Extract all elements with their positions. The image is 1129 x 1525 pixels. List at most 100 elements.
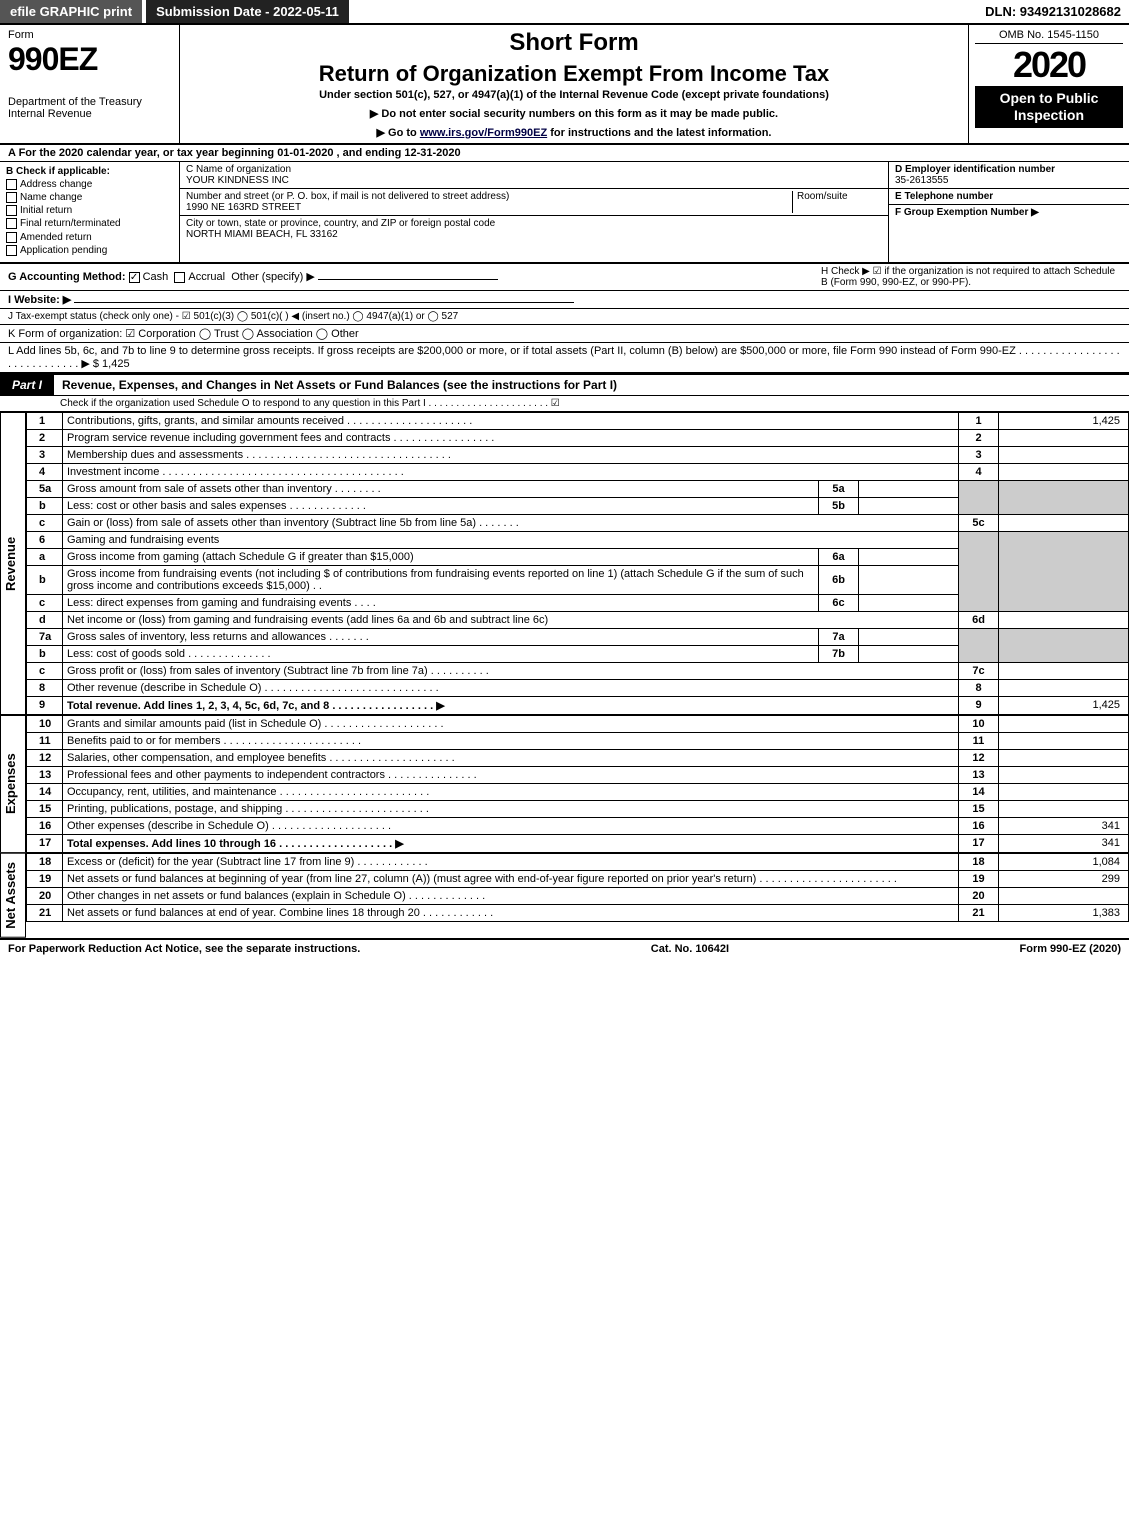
- line-10: 10Grants and similar amounts paid (list …: [27, 715, 1129, 732]
- efile-print-button[interactable]: efile GRAPHIC print: [0, 0, 142, 23]
- revenue-side-label: Revenue: [0, 412, 26, 715]
- org-name-label: C Name of organization: [186, 164, 882, 175]
- phone-label: E Telephone number: [895, 191, 1123, 202]
- line-21: 21Net assets or fund balances at end of …: [27, 904, 1129, 921]
- line-3: 3Membership dues and assessments . . . .…: [27, 446, 1129, 463]
- part-1-check-schedule-o: Check if the organization used Schedule …: [0, 396, 1129, 412]
- org-name-block: C Name of organization YOUR KINDNESS INC: [180, 162, 888, 189]
- line-5a: 5aGross amount from sale of assets other…: [27, 480, 1129, 497]
- g-other: Other (specify) ▶: [231, 271, 315, 283]
- net-assets-table: 18Excess or (deficit) for the year (Subt…: [26, 853, 1129, 922]
- street-block: Number and street (or P. O. box, if mail…: [180, 189, 888, 216]
- dln-label: DLN: 93492131028682: [985, 4, 1129, 19]
- part-1-header: Part I Revenue, Expenses, and Changes in…: [0, 373, 1129, 396]
- header-center: Short Form Return of Organization Exempt…: [180, 25, 969, 143]
- street-value: 1990 NE 163RD STREET: [186, 202, 792, 213]
- expenses-table: 10Grants and similar amounts paid (list …: [26, 715, 1129, 853]
- submission-date-button[interactable]: Submission Date - 2022-05-11: [146, 0, 349, 23]
- line-13: 13Professional fees and other payments t…: [27, 766, 1129, 783]
- line-7c: cGross profit or (loss) from sales of in…: [27, 662, 1129, 679]
- ein-label: D Employer identification number: [895, 164, 1123, 175]
- chk-accrual[interactable]: [174, 272, 185, 283]
- instr-pre: ▶ Go to: [377, 127, 420, 139]
- line-8: 8Other revenue (describe in Schedule O) …: [27, 679, 1129, 696]
- col-d-right: D Employer identification number 35-2613…: [889, 162, 1129, 262]
- net-assets-side-label: Net Assets: [0, 853, 26, 938]
- line-l-gross-receipts: L Add lines 5b, 6c, and 7b to line 9 to …: [0, 343, 1129, 373]
- instr-post: for instructions and the latest informat…: [550, 127, 771, 139]
- line-6d: dNet income or (loss) from gaming and fu…: [27, 611, 1129, 628]
- org-name: YOUR KINDNESS INC: [186, 175, 882, 186]
- street-label: Number and street (or P. O. box, if mail…: [186, 191, 792, 202]
- footer-left: For Paperwork Reduction Act Notice, see …: [8, 943, 360, 955]
- line-4: 4Investment income . . . . . . . . . . .…: [27, 463, 1129, 480]
- chk-amended-return[interactable]: Amended return: [6, 232, 173, 243]
- col-b-title: B Check if applicable:: [6, 166, 173, 177]
- row-a-tax-year: A For the 2020 calendar year, or tax yea…: [0, 145, 1129, 162]
- chk-final-return[interactable]: Final return/terminated: [6, 218, 173, 229]
- line-12: 12Salaries, other compensation, and empl…: [27, 749, 1129, 766]
- footer-right: Form 990-EZ (2020): [1020, 943, 1121, 955]
- chk-name-change[interactable]: Name change: [6, 192, 173, 203]
- g-cash: Cash: [143, 271, 169, 283]
- irs-link[interactable]: www.irs.gov/Form990EZ: [420, 127, 547, 139]
- expenses-side-label: Expenses: [0, 715, 26, 853]
- line-11: 11Benefits paid to or for members . . . …: [27, 732, 1129, 749]
- dept-label: Department of the Treasury: [8, 96, 171, 108]
- part-1-tab: Part I: [0, 375, 54, 395]
- chk-application-pending[interactable]: Application pending: [6, 245, 173, 256]
- irs-label: Internal Revenue: [8, 108, 171, 120]
- footer-mid: Cat. No. 10642I: [651, 943, 729, 955]
- title-sub: Under section 501(c), 527, or 4947(a)(1)…: [188, 89, 960, 101]
- city-value: NORTH MIAMI BEACH, FL 33162: [186, 229, 882, 240]
- form-word: Form: [8, 29, 171, 41]
- tax-year: 2020: [975, 44, 1123, 86]
- g-accrual: Accrual: [188, 271, 225, 283]
- line-6: 6Gaming and fundraising events: [27, 531, 1129, 548]
- group-label: F Group Exemption Number ▶: [895, 207, 1123, 218]
- line-1: 1Contributions, gifts, grants, and simil…: [27, 412, 1129, 429]
- line-i-website: I Website: ▶: [0, 291, 1129, 309]
- net-assets-section: Net Assets 18Excess or (deficit) for the…: [0, 853, 1129, 938]
- line-14: 14Occupancy, rent, utilities, and mainte…: [27, 783, 1129, 800]
- open-to-public: Open to Public Inspection: [975, 86, 1123, 128]
- chk-cash[interactable]: ✓: [129, 272, 140, 283]
- instruction-link: ▶ Go to www.irs.gov/Form990EZ for instru…: [188, 126, 960, 139]
- ein-block: D Employer identification number 35-2613…: [889, 162, 1129, 189]
- form-number: 990EZ: [8, 41, 171, 78]
- room-suite-label: Room/suite: [792, 191, 882, 213]
- expenses-section: Expenses 10Grants and similar amounts pa…: [0, 715, 1129, 853]
- line-16: 16Other expenses (describe in Schedule O…: [27, 817, 1129, 834]
- line-9: 9Total revenue. Add lines 1, 2, 3, 4, 5c…: [27, 696, 1129, 714]
- page-footer: For Paperwork Reduction Act Notice, see …: [0, 938, 1129, 958]
- phone-block: E Telephone number: [889, 189, 1129, 205]
- line-g-accounting: G Accounting Method: ✓Cash Accrual Other…: [0, 264, 1129, 291]
- line-7a: 7aGross sales of inventory, less returns…: [27, 628, 1129, 645]
- col-b-checkboxes: B Check if applicable: Address change Na…: [0, 162, 180, 262]
- revenue-table: 1Contributions, gifts, grants, and simil…: [26, 412, 1129, 715]
- top-bar: efile GRAPHIC print Submission Date - 20…: [0, 0, 1129, 25]
- chk-address-change[interactable]: Address change: [6, 179, 173, 190]
- title-short: Short Form: [188, 29, 960, 57]
- col-c-org-info: C Name of organization YOUR KINDNESS INC…: [180, 162, 889, 262]
- instruction-ssn: ▶ Do not enter social security numbers o…: [188, 107, 960, 120]
- info-grid: B Check if applicable: Address change Na…: [0, 162, 1129, 264]
- line-17: 17Total expenses. Add lines 10 through 1…: [27, 834, 1129, 852]
- form-header: Form 990EZ Department of the Treasury In…: [0, 25, 1129, 145]
- chk-initial-return[interactable]: Initial return: [6, 205, 173, 216]
- g-label: G Accounting Method:: [8, 271, 126, 283]
- line-20: 20Other changes in net assets or fund ba…: [27, 887, 1129, 904]
- header-left: Form 990EZ Department of the Treasury In…: [0, 25, 180, 143]
- line-j-tax-exempt: J Tax-exempt status (check only one) - ☑…: [0, 309, 1129, 325]
- revenue-section: Revenue 1Contributions, gifts, grants, a…: [0, 412, 1129, 715]
- city-label: City or town, state or province, country…: [186, 218, 882, 229]
- line-k-form-org: K Form of organization: ☑ Corporation ◯ …: [0, 325, 1129, 343]
- line-2: 2Program service revenue including gover…: [27, 429, 1129, 446]
- part-1-title: Revenue, Expenses, and Changes in Net As…: [54, 378, 617, 392]
- line-19: 19Net assets or fund balances at beginni…: [27, 870, 1129, 887]
- group-exemption-block: F Group Exemption Number ▶: [889, 205, 1129, 220]
- city-block: City or town, state or province, country…: [180, 216, 888, 242]
- line-15: 15Printing, publications, postage, and s…: [27, 800, 1129, 817]
- line-h-schedule-b: H Check ▶ ☑ if the organization is not r…: [821, 266, 1121, 288]
- header-right: OMB No. 1545-1150 2020 Open to Public In…: [969, 25, 1129, 143]
